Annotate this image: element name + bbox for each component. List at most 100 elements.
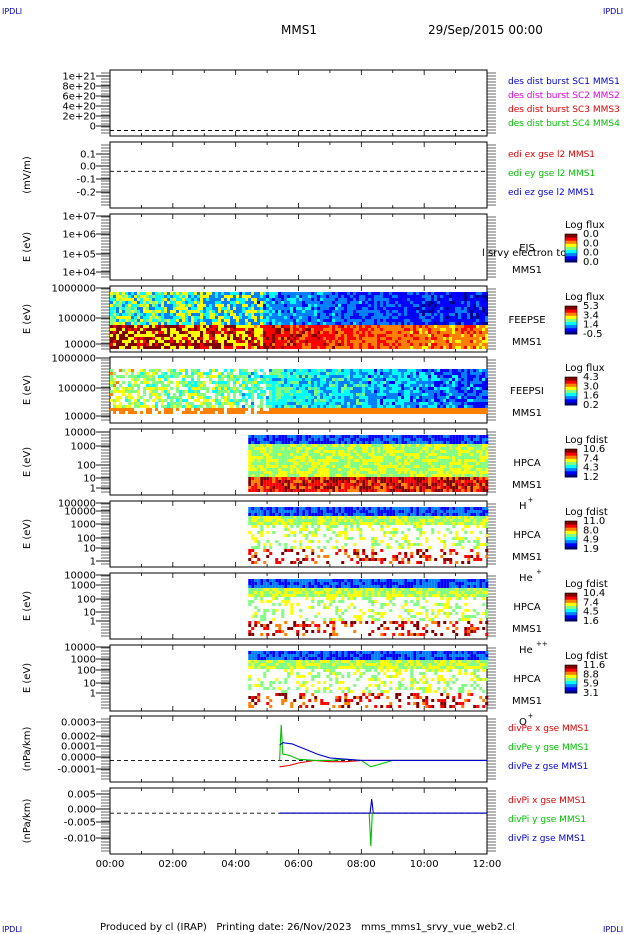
heatmap-cell [308, 334, 311, 337]
heatmap-cell [407, 390, 410, 393]
heatmap-cell [482, 310, 485, 313]
heatmap-cell [383, 405, 386, 408]
heatmap-cell [113, 304, 116, 307]
heatmap-cell [299, 334, 302, 337]
heatmap-cell [260, 316, 263, 319]
heatmap-cell [128, 322, 131, 325]
heatmap-cell [425, 393, 428, 396]
heatmap-cell [347, 390, 350, 393]
heatmap-cell [398, 292, 401, 295]
heatmap-cell [173, 307, 176, 310]
heatmap-cell [338, 402, 341, 405]
heatmap-cell [131, 301, 134, 304]
heatmap-cell [284, 295, 287, 298]
heatmap-cell [401, 301, 404, 304]
heatmap-cell [362, 405, 365, 408]
heatmap-cell [350, 408, 353, 411]
y-tick-label: 1e+21 [62, 72, 96, 83]
heatmap-cell [287, 459, 291, 462]
heatmap-cell [290, 399, 293, 402]
heatmap-cell [461, 328, 464, 331]
heatmap-cell [266, 480, 270, 483]
heatmap-cell [407, 337, 410, 340]
heatmap-cell [368, 387, 371, 390]
heatmap-cell [413, 346, 416, 349]
heatmap-cell [209, 372, 212, 375]
heatmap-cell [251, 435, 255, 438]
heatmap-cell [128, 408, 131, 411]
heatmap-cell [146, 381, 149, 384]
heatmap-cell [215, 369, 218, 372]
heatmap-cell [434, 405, 437, 408]
heatmap-cell [299, 393, 302, 396]
heatmap-cell [287, 384, 290, 387]
heatmap-cell [464, 390, 467, 393]
heatmap-cell [401, 328, 404, 331]
heatmap-cell [140, 301, 143, 304]
heatmap-cell [209, 307, 212, 310]
heatmap-cell [140, 375, 143, 378]
heatmap-cell [440, 411, 443, 414]
heatmap-cell [299, 462, 303, 465]
heatmap-cell [149, 310, 152, 313]
heatmap-cell [314, 304, 317, 307]
heatmap-cell [317, 337, 320, 340]
heatmap-cell [251, 438, 255, 441]
heatmap-cell [272, 402, 275, 405]
heatmap-cell [479, 322, 482, 325]
heatmap-cell [413, 325, 416, 328]
heatmap-cell [467, 322, 470, 325]
heatmap-cell [305, 331, 308, 334]
heatmap-cell [404, 343, 407, 346]
heatmap-cell [401, 337, 404, 340]
heatmap-cell [461, 307, 464, 310]
heatmap-cell [395, 396, 398, 399]
heatmap-cell [374, 405, 377, 408]
heatmap-cell [458, 390, 461, 393]
heatmap-cell [344, 343, 347, 346]
heatmap-cell [254, 334, 257, 337]
heatmap-cell [392, 390, 395, 393]
heatmap-cell [206, 331, 209, 334]
heatmap-cell [326, 384, 329, 387]
heatmap-cell [404, 328, 407, 331]
heatmap-cell [344, 411, 347, 414]
heatmap-cell [362, 322, 365, 325]
heatmap-cell [323, 402, 326, 405]
heatmap-cell [410, 304, 413, 307]
heatmap-cell [149, 369, 152, 372]
heatmap-cell [251, 301, 254, 304]
heatmap-cell [191, 396, 194, 399]
heatmap-cell [257, 393, 260, 396]
heatmap-cell [281, 405, 284, 408]
heatmap-cell [272, 331, 275, 334]
heatmap-cell [476, 378, 479, 381]
heatmap-cell [206, 310, 209, 313]
y-tick-label: 4e+20 [62, 102, 96, 113]
heatmap-cell [236, 337, 239, 340]
heatmap-cell [245, 328, 248, 331]
heatmap-cell [398, 322, 401, 325]
heatmap-cell [191, 322, 194, 325]
heatmap-cell [242, 369, 245, 372]
heatmap-cell [461, 384, 464, 387]
heatmap-cell [317, 408, 320, 411]
heatmap-cell [224, 381, 227, 384]
heatmap-cell [263, 450, 267, 453]
heatmap-cell [470, 405, 473, 408]
heatmap-cell [287, 486, 291, 489]
heatmap-cell [287, 441, 291, 444]
heatmap-cell [416, 313, 419, 316]
colorbar-swatch [565, 377, 577, 381]
heatmap-cell [482, 292, 485, 295]
heatmap-cell [257, 480, 261, 483]
heatmap-cell [311, 456, 315, 459]
heatmap-cell [314, 313, 317, 316]
heatmap-cell [485, 372, 488, 375]
heatmap-cell [188, 295, 191, 298]
heatmap-cell [257, 471, 261, 474]
heatmap-cell [254, 328, 257, 331]
heatmap-cell [116, 325, 119, 328]
heatmap-cell [293, 337, 296, 340]
heatmap-cell [365, 378, 368, 381]
